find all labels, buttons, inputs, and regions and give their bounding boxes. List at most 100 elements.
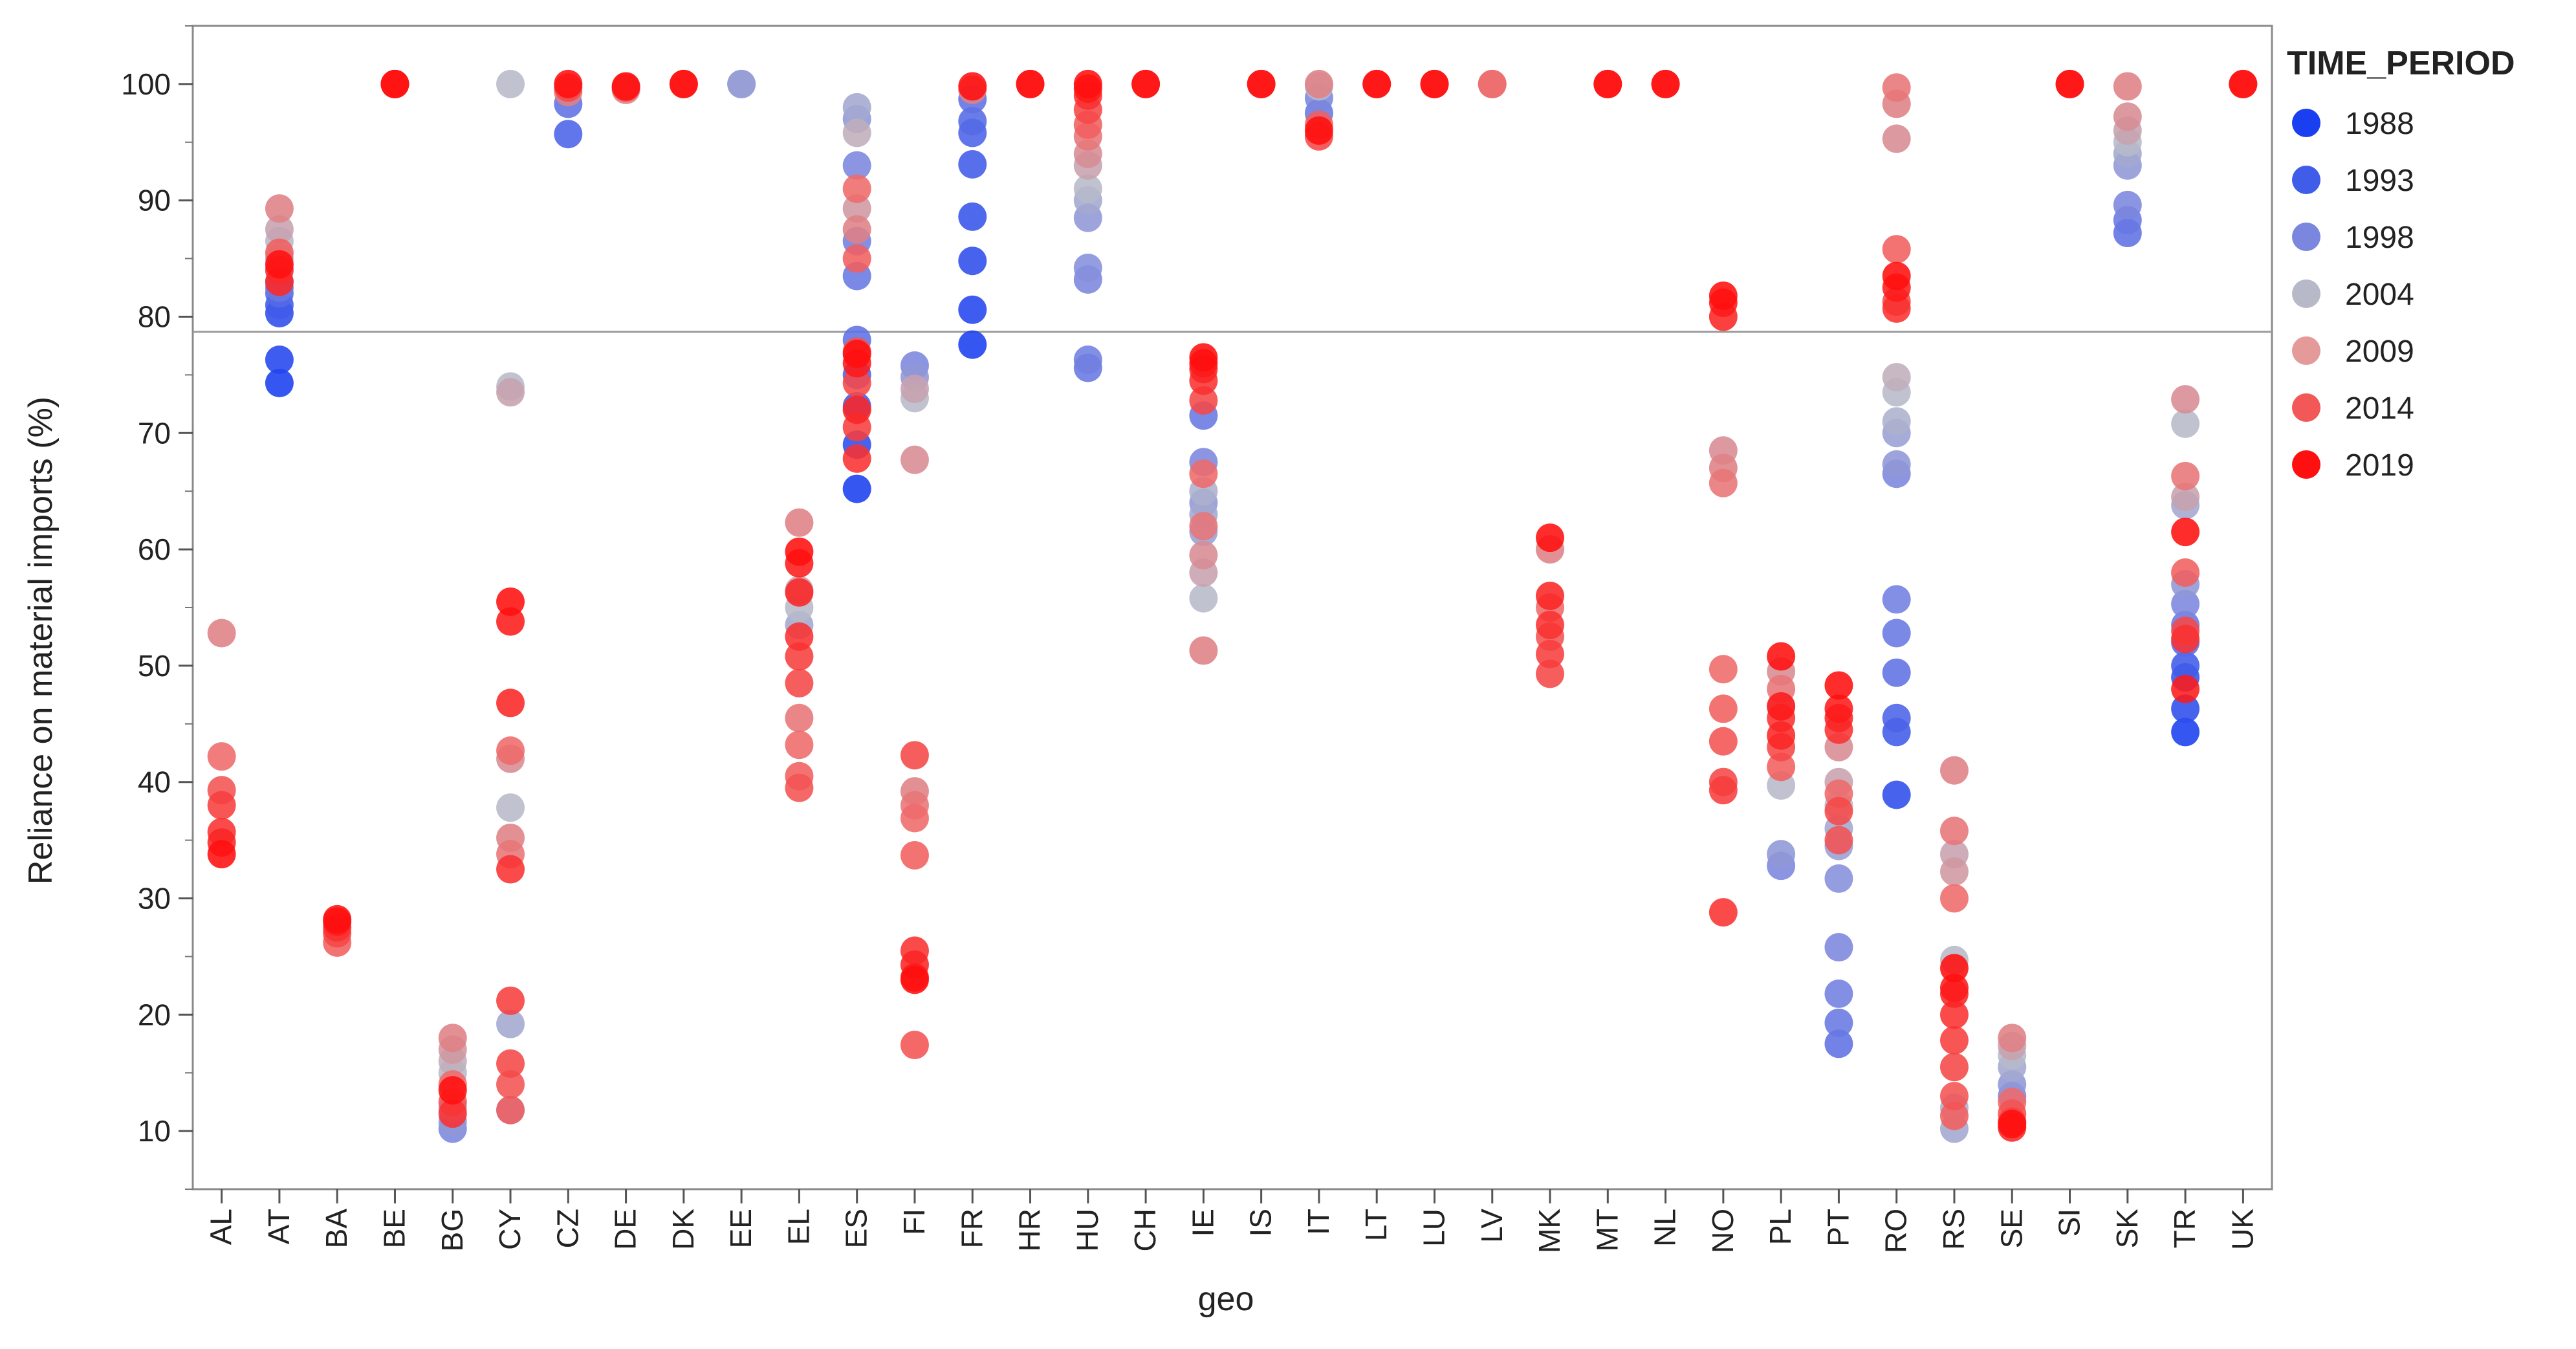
data-point [785,642,814,671]
data-point [900,840,929,870]
x-tick-label: LT [1359,1209,1393,1241]
data-point [438,1076,467,1105]
data-point [900,965,929,994]
data-point [1593,69,1622,98]
data-point [1189,636,1218,665]
y-tick-label: 90 [138,184,171,217]
legend-marker [2292,109,2320,137]
data-point [1939,954,1969,983]
data-point [2171,651,2200,680]
axes-group: 10 20 30 40 50 60 70 80 90 100 AL AT BA BE BG CY CZ DE DK E… [121,25,2259,1253]
data-point [1824,1008,1853,1037]
x-tick-label: PT [1821,1209,1855,1247]
data-point [1939,1000,1969,1029]
data-point [842,151,871,180]
x-tick-label: NO [1706,1209,1740,1253]
data-point [2171,589,2200,619]
data-point [1939,1101,1969,1130]
data-point [958,107,987,136]
data-point [1536,639,1565,668]
data-point [1939,1053,1969,1082]
y-tick-label: 80 [138,300,171,334]
legend: TIME_PERIOD 1988 1993 1998 2004 2009 2014 2019 [2287,45,2515,483]
x-tick-label: EL [781,1209,815,1245]
data-point [785,537,814,566]
y-tick-label: 10 [138,1114,171,1148]
x-tick-label: CY [493,1209,527,1250]
x-tick-label: IE [1186,1209,1219,1236]
x-tick-label: BA [320,1209,353,1249]
data-point [2113,102,2142,131]
legend-marker [2292,336,2320,365]
data-point [2171,518,2200,547]
legend-marker [2292,280,2320,308]
data-point [1824,1029,1853,1058]
data-point [900,374,929,403]
data-point [1882,450,1911,479]
data-point [842,174,871,203]
data-point [2171,483,2200,512]
x-tick-label: CZ [551,1209,584,1248]
legend-label: 2019 [2345,448,2414,483]
x-tick-label: SK [2110,1209,2144,1249]
data-point [842,118,871,148]
legend-label: 2009 [2345,335,2414,369]
legend-title: TIME_PERIOD [2287,45,2515,82]
data-point [1651,69,1680,98]
data-point [785,730,814,760]
data-point [2171,461,2200,490]
data-point [958,149,987,179]
data-point [2171,409,2200,438]
data-point [1882,261,1911,291]
x-tick-label: HU [1071,1209,1104,1251]
data-point [1189,512,1218,541]
y-tick-label: 30 [138,882,171,916]
data-point [1882,703,1911,732]
data-point [496,607,525,636]
data-point [1131,69,1161,98]
x-tick-label: ES [840,1209,873,1248]
x-tick-label: HR [1013,1209,1047,1251]
data-point [438,1099,467,1128]
x-tick-label: DE [609,1209,642,1250]
y-tick-label: 70 [138,416,171,450]
data-point [323,905,352,934]
data-point [1767,692,1796,721]
data-point [842,395,871,424]
x-tick-label: RO [1879,1209,1913,1253]
data-point [265,194,294,223]
data-point [669,69,698,98]
data-point [727,69,756,98]
data-point [207,840,236,869]
data-point [958,72,987,101]
data-point [2055,69,2084,98]
data-point [496,378,525,407]
data-point [1824,933,1853,962]
data-point [1882,124,1911,153]
data-point [496,986,525,1015]
data-point [496,793,525,822]
y-tick-label: 40 [138,765,171,799]
legend-marker [2292,166,2320,194]
data-point [1189,584,1218,613]
data-point [611,72,640,101]
x-tick-label: SE [1994,1209,2028,1248]
x-tick-label: BE [377,1209,411,1248]
data-point [2113,72,2142,101]
x-tick-label: SI [2053,1209,2086,1236]
x-tick-label: FI [897,1209,931,1235]
data-point [1939,1025,1969,1055]
y-axis-title: Reliance on material imports (%) [22,397,60,884]
data-point [785,668,814,697]
data-point [1189,459,1218,488]
data-point [1882,294,1911,323]
data-point [2229,69,2258,98]
data-point [1073,345,1102,375]
legend-label: 1988 [2345,107,2414,141]
data-point [842,340,871,369]
x-tick-label: AT [262,1209,296,1244]
x-tick-label: RS [1937,1209,1970,1250]
data-point [842,474,871,503]
data-point [1939,817,1969,846]
data-point [900,741,929,770]
